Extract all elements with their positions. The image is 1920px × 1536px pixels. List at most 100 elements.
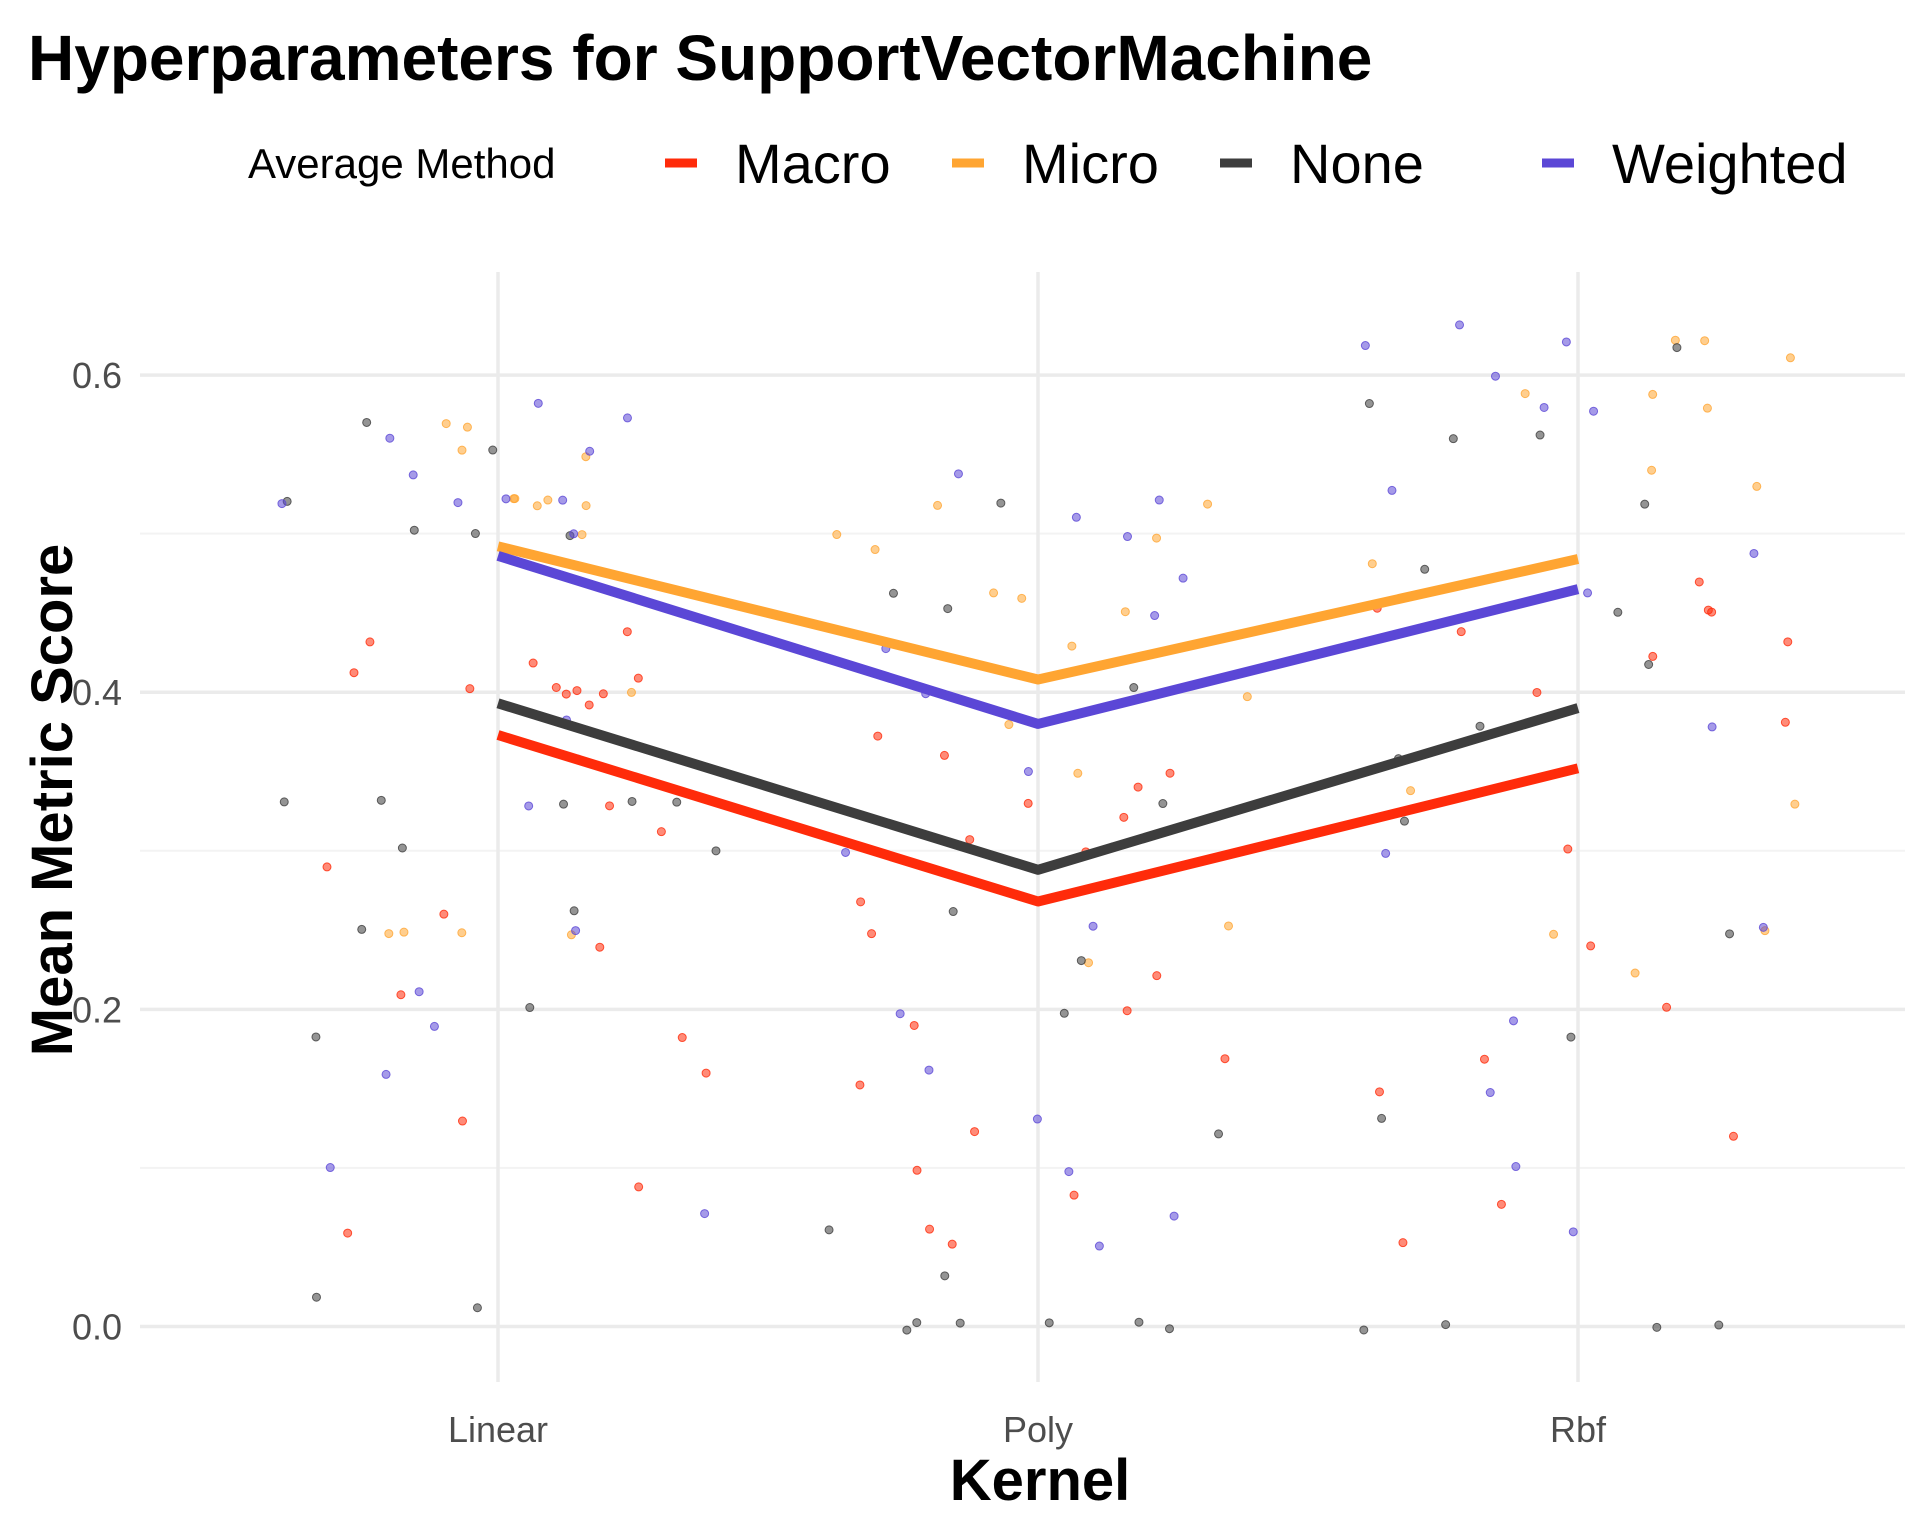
point-micro-poly — [832, 530, 842, 540]
legend-title: Average Method — [248, 140, 555, 187]
point-none-linear — [672, 797, 682, 807]
point-macro-poly — [1023, 798, 1033, 808]
point-weighted-linear — [414, 987, 424, 997]
point-macro-rbf — [1783, 637, 1793, 647]
point-none-linear — [488, 445, 498, 455]
point-none-linear — [311, 1032, 321, 1042]
point-macro-linear — [551, 682, 561, 692]
x-axis-ticks: Linear Poly Rbf — [448, 1409, 1607, 1450]
y-tick-label: 0.2 — [72, 989, 122, 1030]
point-macro-linear — [701, 1068, 711, 1078]
point-none-poly — [888, 588, 898, 598]
point-micro-poly — [1004, 720, 1014, 730]
legend-label: Macro — [735, 132, 891, 195]
point-micro-linear — [510, 494, 520, 504]
point-weighted-linear — [408, 470, 418, 480]
point-macro-poly — [947, 1239, 957, 1249]
point-macro-rbf — [1707, 607, 1717, 617]
series-line-none — [496, 698, 1580, 875]
point-weighted-poly — [1154, 495, 1164, 505]
series-lines — [496, 541, 1580, 907]
point-weighted-poly — [1150, 611, 1160, 621]
point-macro-poly — [939, 750, 949, 760]
point-none-linear — [470, 529, 480, 539]
legend-label: Weighted — [1612, 132, 1848, 195]
point-micro-poly — [1152, 533, 1162, 543]
point-none-rbf — [1364, 399, 1374, 409]
point-none-rbf — [1448, 434, 1458, 444]
point-none-rbf — [1441, 1320, 1451, 1330]
point-micro-rbf — [1702, 403, 1712, 413]
point-none-linear — [397, 843, 407, 853]
point-none-linear — [525, 1003, 535, 1013]
point-none-poly — [1164, 1324, 1174, 1334]
point-none-linear — [559, 799, 569, 809]
point-macro-rbf — [1694, 577, 1704, 587]
point-weighted-rbf — [1360, 341, 1370, 351]
point-micro-linear — [457, 928, 467, 938]
point-micro-rbf — [1647, 465, 1657, 475]
point-weighted-rbf — [1485, 1088, 1495, 1098]
point-macro-poly — [925, 1224, 935, 1234]
point-macro-poly — [1220, 1054, 1230, 1064]
point-micro-rbf — [1367, 559, 1377, 569]
point-none-poly — [996, 498, 1006, 508]
point-micro-rbf — [1752, 481, 1762, 491]
point-none-rbf — [1640, 499, 1650, 509]
point-none-poly — [1214, 1129, 1224, 1139]
x-tick-label: Rbf — [1550, 1409, 1607, 1450]
legend-item-micro: Micro — [952, 132, 1159, 195]
point-macro-rbf — [1496, 1199, 1506, 1209]
point-weighted-linear — [533, 398, 543, 408]
point-micro-linear — [532, 501, 542, 511]
point-none-rbf — [1359, 1325, 1369, 1335]
point-none-linear — [362, 417, 372, 427]
legend-item-macro: Macro — [665, 132, 891, 195]
point-weighted-poly — [1023, 767, 1033, 777]
point-macro-poly — [1165, 768, 1175, 778]
point-none-poly — [948, 907, 958, 917]
point-macro-rbf — [1728, 1131, 1738, 1141]
point-weighted-rbf — [1387, 485, 1397, 495]
point-none-poly — [1076, 956, 1086, 966]
point-none-rbf — [1475, 721, 1485, 731]
point-none-linear — [409, 525, 419, 535]
point-macro-rbf — [1662, 1002, 1672, 1012]
point-none-rbf — [1613, 607, 1623, 617]
point-weighted-rbf — [1561, 337, 1571, 347]
legend-item-weighted: Weighted — [1542, 132, 1848, 195]
point-none-rbf — [1377, 1113, 1387, 1123]
point-weighted-linear — [385, 433, 395, 443]
point-micro-rbf — [1520, 389, 1530, 399]
point-weighted-rbf — [1381, 848, 1391, 858]
legend-item-none: None — [1220, 132, 1424, 195]
point-micro-linear — [384, 929, 394, 939]
point-micro-linear — [457, 445, 467, 455]
point-macro-rbf — [1586, 941, 1596, 951]
point-none-poly — [940, 1271, 950, 1281]
point-weighted-poly — [1064, 1167, 1074, 1177]
point-weighted-rbf — [1511, 1162, 1521, 1172]
point-none-linear — [357, 924, 367, 934]
point-macro-linear — [457, 1116, 467, 1126]
point-none-linear — [569, 906, 579, 916]
point-weighted-linear — [558, 495, 568, 505]
point-macro-poly — [909, 1020, 919, 1030]
point-macro-linear — [622, 627, 632, 637]
point-weighted-poly — [1169, 1211, 1179, 1221]
point-micro-linear — [441, 419, 451, 429]
point-macro-poly — [873, 731, 883, 741]
point-macro-rbf — [1648, 651, 1658, 661]
point-weighted-rbf — [1455, 320, 1465, 330]
point-none-rbf — [1566, 1032, 1576, 1042]
legend-label: None — [1290, 132, 1424, 195]
point-micro-poly — [1067, 641, 1077, 651]
point-micro-rbf — [1549, 929, 1559, 939]
point-macro-linear — [677, 1033, 687, 1043]
y-tick-label: 0.4 — [72, 672, 122, 713]
point-weighted-poly — [1071, 512, 1081, 522]
point-none-rbf — [1725, 929, 1735, 939]
legend-label: Micro — [1022, 132, 1159, 195]
